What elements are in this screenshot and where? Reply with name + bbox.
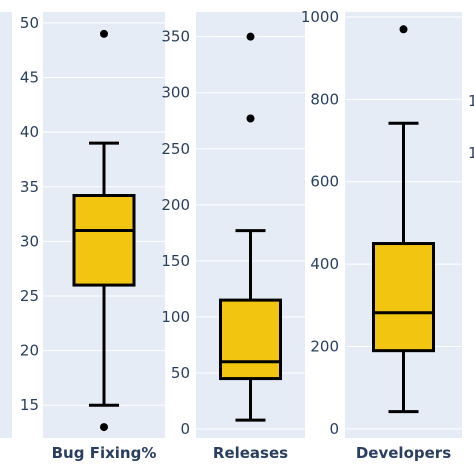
- edge-tick-label: 1: [468, 144, 474, 162]
- x-axis-label: Developers: [356, 444, 451, 462]
- y-tick-label: 800: [310, 90, 339, 108]
- y-tick-label: 100: [161, 308, 190, 326]
- y-tick-label: 300: [161, 84, 190, 102]
- y-tick-label: 20: [20, 342, 39, 360]
- outlier-point: [100, 29, 108, 38]
- y-tick-label: 45: [20, 69, 39, 87]
- y-tick-label: 0: [329, 420, 339, 438]
- y-tick-label: 250: [161, 140, 190, 158]
- iqr-box: [219, 298, 282, 381]
- edge-tick-label: 1: [468, 92, 474, 110]
- y-tick-label: 50: [20, 14, 39, 32]
- y-tick-label: 600: [310, 173, 339, 191]
- x-axis-label: Bug Fixing%: [52, 444, 157, 462]
- iqr-box: [372, 242, 435, 353]
- y-tick-label: 200: [161, 196, 190, 214]
- outlier-point: [399, 25, 408, 34]
- y-tick-label: 25: [20, 287, 39, 305]
- left-panel-background: [0, 12, 12, 438]
- box-plot-panel: 15 20 25 30 35 40 45 50 Bug Fixing%: [20, 12, 165, 462]
- y-tick-label: 150: [161, 252, 190, 270]
- outlier-point: [100, 423, 108, 432]
- y-tick-label: 350: [161, 28, 190, 46]
- box-plot-panel: 0 50 100 150 200 250 300 350 Releases: [161, 12, 305, 462]
- outlier-point: [246, 32, 255, 41]
- y-tick-label: 0: [180, 420, 190, 438]
- iqr-box: [72, 194, 136, 287]
- y-tick-label: 50: [171, 364, 190, 382]
- outlier-point: [246, 114, 255, 123]
- y-tick-label: 15: [20, 396, 39, 414]
- y-tick-label: 40: [20, 123, 39, 141]
- box-plot-panel: 0 200 400 600 800 1000 Developers: [301, 8, 462, 462]
- y-tick-label: 200: [310, 338, 339, 356]
- y-tick-label: 400: [310, 255, 339, 273]
- y-tick-label: 35: [20, 178, 39, 196]
- y-tick-label: 1000: [301, 8, 339, 26]
- x-axis-label: Releases: [213, 444, 288, 462]
- y-tick-label: 30: [20, 232, 39, 250]
